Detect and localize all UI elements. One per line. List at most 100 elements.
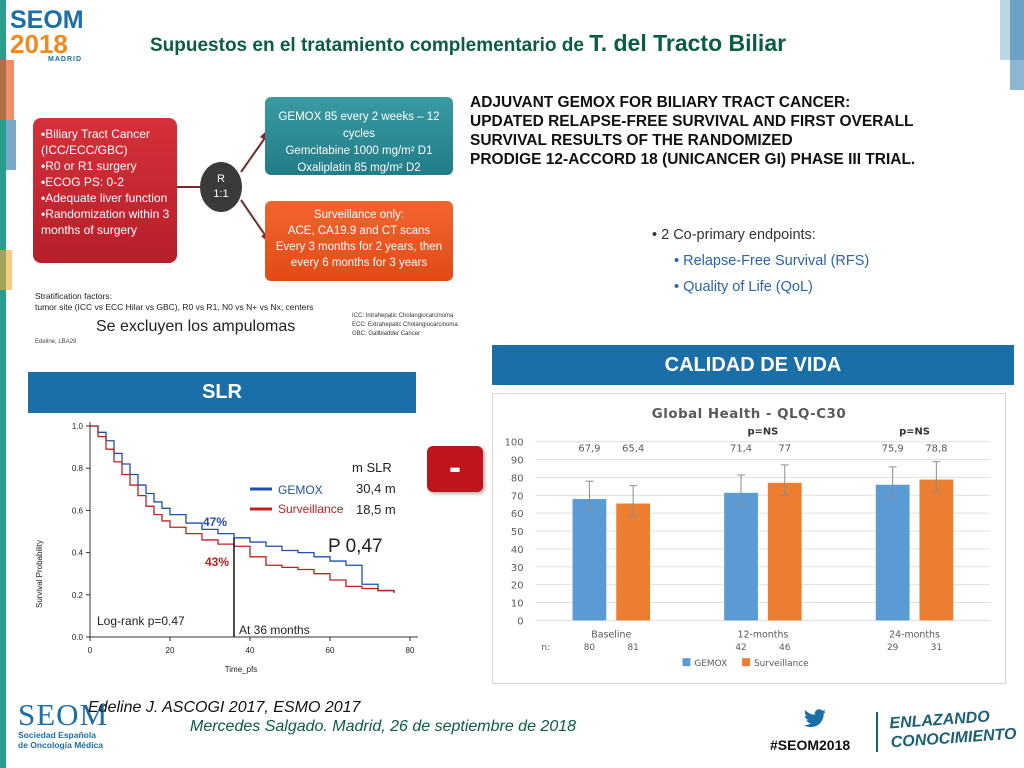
legend-gemox: GEMOX — [694, 659, 727, 669]
qol-category-label: 24-months — [889, 629, 940, 640]
km-series-gemox — [90, 425, 395, 593]
qol-bar-gemox — [724, 492, 758, 621]
qol-n-value: 42 — [735, 643, 746, 653]
gemox-arm-line: Oxaliplatin 85 mg/m² D2 — [297, 162, 421, 174]
km-x-tick-label: 0 — [88, 646, 93, 655]
qol-bar-gemox — [572, 499, 607, 621]
surveillance-arm-line: Every 3 months for 2 years, then — [275, 241, 443, 253]
footer-seom-text: SEOM — [18, 697, 109, 732]
surveillance-arm-line: ACE, CA19.9 and CT scans — [287, 225, 431, 237]
enlazando-conocimiento-logo: ENLAZANDO CONOCIMIENTO — [889, 706, 1017, 753]
eligibility-item: ECOG PS: 0-2 — [41, 174, 171, 190]
qol-bar-surveillance — [616, 503, 651, 621]
stratification-title: Stratification factors: — [35, 291, 113, 301]
title-prefix: Supuestos en el tratamiento complementar… — [150, 35, 584, 56]
footer-separator — [876, 712, 878, 752]
seom-2018-logo: SEOM 2018 MADRID — [10, 8, 96, 86]
qol-y-tick-label: 70 — [511, 491, 524, 502]
seom-footer-logo: SEOM Sociedad Española de Oncología Médi… — [18, 697, 113, 750]
qol-y-tick-label: 0 — [517, 616, 523, 627]
qol-pvalue-label: p=NS — [747, 427, 778, 438]
km-y-tick-label: 0.4 — [72, 549, 84, 558]
abbreviation-item: ECC: Extrahepatic Cholangiocarcinoma — [352, 322, 458, 328]
qol-y-tick-label: 40 — [511, 545, 524, 556]
m-slr-title: m SLR — [352, 460, 392, 475]
qol-y-tick-label: 20 — [511, 581, 524, 592]
surveillance-arm-line: Surveillance only: — [313, 209, 405, 221]
km-x-tick-label: 80 — [406, 646, 415, 655]
qol-n-value: 29 — [887, 643, 899, 653]
qol-value-label: 71,4 — [730, 444, 752, 455]
gemox-pct-label: 47% — [203, 515, 227, 529]
surveillance-median: 18,5 m — [356, 502, 396, 517]
qol-y-tick-label: 50 — [511, 527, 524, 538]
km-y-tick-label: 0.2 — [72, 591, 84, 600]
qol-n-label: n: — [541, 643, 550, 653]
author-line: Mercedes Salgado. Madrid, 26 de septiemb… — [190, 718, 577, 735]
qol-n-value: 81 — [627, 643, 638, 653]
headline-line: ADJUVANT GEMOX FOR BILIARY TRACT CANCER: — [470, 94, 851, 111]
headline-line: SURVIVAL RESULTS OF THE RANDOMIZED — [470, 132, 793, 149]
qol-category-label: Baseline — [591, 629, 631, 640]
abbreviation-item: ICC: Intrahepatic Cholangiocarcinoma — [352, 313, 454, 319]
km-legend-surveillance: Surveillance — [278, 502, 344, 516]
qol-bar-gemox — [875, 484, 910, 621]
qol-y-tick-label: 10 — [511, 599, 524, 610]
decorative-side-strip — [0, 0, 16, 768]
citation: Edeline J. ASCOGI 2017, ESMO 2017 — [88, 699, 361, 716]
eligibility-item: Biliary Tract Cancer (ICC/ECC/GBC) — [41, 126, 171, 158]
at-36-months-label: At 36 months — [239, 623, 310, 637]
exclusion-note: Se excluyen los ampulomas — [96, 318, 296, 335]
randomization-circle: R 1:1 — [200, 162, 242, 212]
footer-seom-sub2: de Oncología Médica — [18, 740, 104, 750]
calidad-de-vida-header: CALIDAD DE VIDA — [492, 345, 1014, 385]
twitter-icon[interactable] — [803, 708, 827, 730]
qol-bar-surveillance — [767, 482, 802, 621]
abbreviation-item: GBC: Gallbladder Cancer — [352, 331, 421, 337]
gemox-arm-line: Gemcitabine 1000 mg/m² D1 — [285, 145, 433, 157]
surveillance-arm-box: Surveillance only: ACE, CA19.9 and CT sc… — [265, 201, 453, 281]
stratification-text: tumor site (ICC vs ECC Hilar vs GBC), R0… — [35, 302, 314, 312]
surveillance-pct-label: 43% — [205, 555, 229, 569]
qol-y-tick-label: 30 — [511, 563, 524, 574]
headline-line: UPDATED RELAPSE-FREE SURVIVAL AND FIRST … — [470, 113, 914, 130]
km-series-surveillance — [90, 425, 395, 593]
qol-value-label: 75,9 — [882, 444, 904, 455]
eligibility-item: Adequate liver function — [41, 190, 171, 206]
minus-sign-badge: - — [427, 446, 483, 492]
gemox-median: 30,4 m — [356, 481, 396, 496]
qol-value-label: 78,8 — [925, 444, 947, 455]
kaplan-meier-chart: 0 20 40 60 80 0.0 0.2 0.4 0.6 0.8 1.0 Survival Pro… — [35, 422, 418, 674]
qol-chart-title: Global Health - QLQ-C30 — [652, 407, 846, 422]
qol-value-label: 65,4 — [622, 444, 644, 455]
slr-header: SLR — [28, 372, 416, 413]
logo-seom-text: SEOM — [10, 6, 84, 34]
endpoint-item: • Quality of Life (QoL) — [674, 279, 813, 295]
randomization-ratio: 1:1 — [213, 188, 229, 200]
qol-n-value: 31 — [931, 643, 942, 653]
endpoint-item: • Relapse-Free Survival (RFS) — [674, 253, 870, 269]
randomization-r: R — [217, 173, 225, 185]
trial-headline: ADJUVANT GEMOX FOR BILIARY TRACT CANCER:… — [470, 93, 970, 169]
headline-line: PRODIGE 12-ACCORD 18 (UNICANCER GI) PHAS… — [470, 151, 916, 168]
qol-n-value: 80 — [584, 643, 596, 653]
logrank-label: Log-rank p=0.47 — [97, 614, 185, 628]
page-title: Supuestos en el tratamiento complementar… — [150, 30, 930, 57]
km-xlabel: Time_pfs — [225, 665, 258, 674]
qol-n-value: 46 — [779, 643, 791, 653]
qol-y-tick-label: 80 — [511, 473, 524, 484]
qol-value-label: 67,9 — [578, 444, 600, 455]
eligibility-item: R0 or R1 surgery — [41, 158, 171, 174]
stratification-factors: Stratification factors: tumor site (ICC … — [35, 291, 355, 313]
qol-category-label: 12-months — [737, 629, 788, 640]
qol-pvalue-label: p=NS — [899, 427, 930, 438]
km-y-tick-label: 1.0 — [72, 422, 84, 431]
qol-bar-chart: Global Health - QLQ-C30 0 10 20 30 40 50 60 70 8… — [492, 393, 1006, 684]
schema-reference: Edeline, LBA29 — [35, 339, 77, 345]
qol-y-tick-label: 60 — [511, 509, 524, 520]
km-y-tick-label: 0.6 — [72, 506, 84, 515]
eligibility-box: Biliary Tract Cancer (ICC/ECC/GBC) R0 or… — [33, 118, 177, 263]
qol-value-label: 77 — [778, 444, 791, 455]
logo-city-text: MADRID — [48, 56, 82, 63]
km-ylabel: Survival Probability — [35, 540, 44, 608]
